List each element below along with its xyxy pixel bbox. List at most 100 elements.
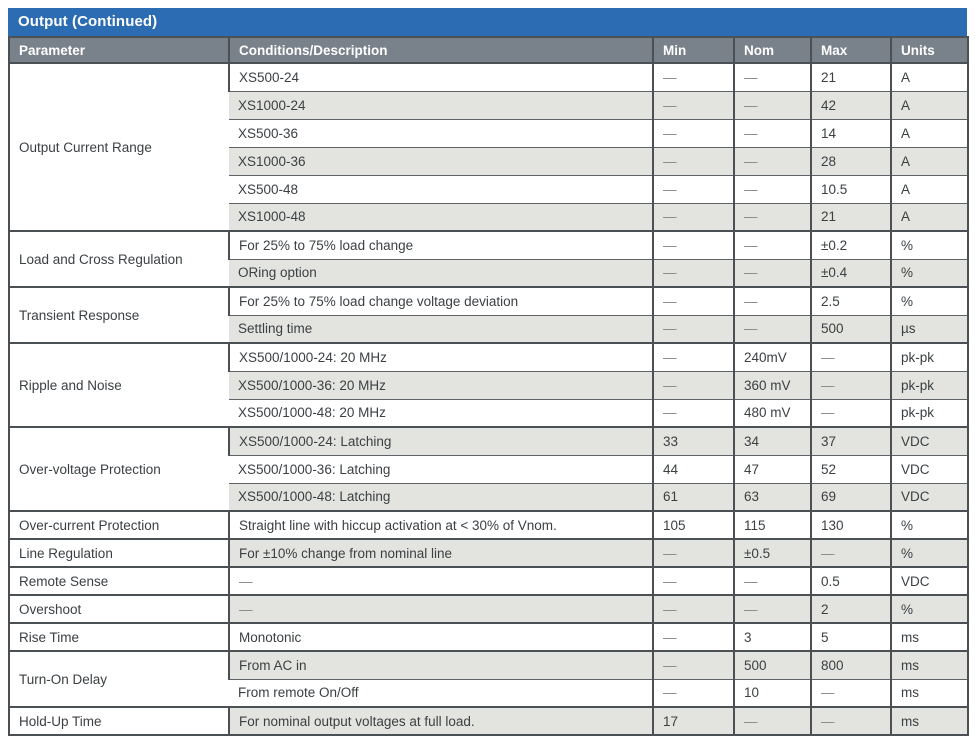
col-header-min: Min xyxy=(652,37,734,64)
min-cell: — xyxy=(652,566,734,595)
min-cell: — xyxy=(652,314,734,343)
table-row: Turn-On Delay From AC in —500 800 ms xyxy=(9,650,968,707)
parameter-cell: Over-current Protection xyxy=(9,510,229,539)
condition-cell: From AC in xyxy=(228,650,653,679)
units-cell: % xyxy=(890,510,968,539)
max-cell: 37 xyxy=(810,426,891,455)
units-cell: ms xyxy=(890,622,968,651)
min-cell: — xyxy=(652,538,734,567)
min-cell: 61 xyxy=(652,482,734,511)
output-spec-table: Parameter Conditions/Description Min Nom… xyxy=(8,36,969,736)
table-row: XS500/1000-48: Latching 61 63 69 VDC xyxy=(9,482,968,511)
condition-cell: ORing option xyxy=(229,258,653,287)
units-cell: VDC xyxy=(890,426,968,455)
nom-cell: 480 mV xyxy=(733,398,811,427)
units-cell: A xyxy=(890,118,968,147)
nom-cell: 10 xyxy=(733,678,811,707)
parameter-cell: Ripple and Noise xyxy=(9,342,229,427)
condition-cell: Straight line with hiccup activation at … xyxy=(228,510,653,539)
parameter-cell: Over-voltage Protection xyxy=(9,426,229,511)
min-cell: 105 xyxy=(652,510,734,539)
nom-cell: — xyxy=(733,62,811,91)
nom-cell: — xyxy=(733,146,811,175)
max-cell: 21 xyxy=(810,62,891,91)
condition-cell: XS1000-36 xyxy=(229,146,653,175)
table-row: ORing option — — ±0.4% xyxy=(9,258,968,287)
units-cell: VDC xyxy=(890,566,968,595)
max-cell: 42 xyxy=(810,90,891,119)
col-header-units: Units xyxy=(890,37,968,64)
units-cell: pk-pk xyxy=(890,398,968,427)
max-cell: — xyxy=(810,342,891,371)
nom-cell: 240mV xyxy=(733,342,811,371)
max-cell: 130 xyxy=(810,510,891,539)
condition-cell: For nominal output voltages at full load… xyxy=(228,706,653,735)
min-cell: — xyxy=(652,286,734,315)
units-cell: pk-pk xyxy=(890,370,968,399)
parameter-cell: Transient Response xyxy=(9,286,229,343)
parameter-cell: Output Current Range xyxy=(9,62,229,231)
table-title-bar: Output (Continued) xyxy=(8,8,967,36)
condition-cell: Monotonic xyxy=(228,622,653,651)
table-row: From remote On/Off —10— ms xyxy=(9,678,968,707)
units-cell: VDC xyxy=(890,454,968,483)
col-header-nom: Nom xyxy=(733,37,811,64)
table-row: Over-current Protection Straight line wit… xyxy=(9,510,968,539)
condition-cell: For 25% to 75% load change voltage devia… xyxy=(228,286,653,315)
units-cell: µs xyxy=(890,314,968,343)
table-row: XS500-48— —10.5 A xyxy=(9,174,968,203)
spec-table-body: Output Current Range XS500-24— —21 A XS1000-… xyxy=(9,62,968,735)
max-cell: 500 xyxy=(810,314,891,343)
condition-cell: XS500/1000-24: Latching xyxy=(228,426,653,455)
max-cell: — xyxy=(810,398,891,427)
condition-cell: XS500-48 xyxy=(229,174,653,203)
nom-cell: 500 xyxy=(733,650,811,679)
condition-cell: XS500/1000-48: 20 MHz xyxy=(229,398,653,427)
units-cell: % xyxy=(890,286,968,315)
table-row: XS500/1000-48: 20 MHz —480 mV — pk-pk xyxy=(9,398,968,427)
max-cell: — xyxy=(810,678,891,707)
units-cell: % xyxy=(890,538,968,567)
table-row: Overshoot — — —2% xyxy=(9,594,968,623)
condition-cell: XS500-36 xyxy=(229,118,653,147)
nom-cell: — xyxy=(733,202,811,231)
min-cell: — xyxy=(652,622,734,651)
min-cell: — xyxy=(652,230,734,259)
units-cell: A xyxy=(890,90,968,119)
nom-cell: 63 xyxy=(733,482,811,511)
table-row: Rise Time Monotonic —3 5 ms xyxy=(9,622,968,651)
max-cell: ±0.4 xyxy=(810,258,891,287)
max-cell: 5 xyxy=(810,622,891,651)
min-cell: — xyxy=(652,202,734,231)
min-cell: — xyxy=(652,370,734,399)
units-cell: ms xyxy=(890,650,968,679)
nom-cell: — xyxy=(733,230,811,259)
parameter-cell: Overshoot xyxy=(9,594,229,623)
units-cell: A xyxy=(890,146,968,175)
nom-cell: — xyxy=(733,174,811,203)
nom-cell: — xyxy=(733,314,811,343)
table-row: Output Current Range XS500-24— —21 A xyxy=(9,62,968,231)
nom-cell: — xyxy=(733,90,811,119)
table-row: Settling time — —500 µs xyxy=(9,314,968,343)
condition-cell: — xyxy=(228,594,653,623)
nom-cell: 115 xyxy=(733,510,811,539)
parameter-cell: Hold-Up Time xyxy=(9,706,229,735)
min-cell: — xyxy=(652,62,734,91)
parameter-cell: Rise Time xyxy=(9,622,229,651)
min-cell: — xyxy=(652,650,734,679)
units-cell: VDC xyxy=(890,482,968,511)
max-cell: 28 xyxy=(810,146,891,175)
nom-cell: — xyxy=(733,594,811,623)
column-header-row: Parameter Conditions/Description Min Nom… xyxy=(9,37,968,64)
max-cell: 10.5 xyxy=(810,174,891,203)
nom-cell: — xyxy=(733,118,811,147)
table-row: XS1000-36— —28 A xyxy=(9,146,968,175)
nom-cell: — xyxy=(733,258,811,287)
min-cell: — xyxy=(652,258,734,287)
condition-cell: — xyxy=(228,566,653,595)
table-row: Over-voltage Protection XS500/1000-24: La… xyxy=(9,426,968,511)
max-cell: — xyxy=(810,538,891,567)
condition-cell: For 25% to 75% load change xyxy=(228,230,653,259)
